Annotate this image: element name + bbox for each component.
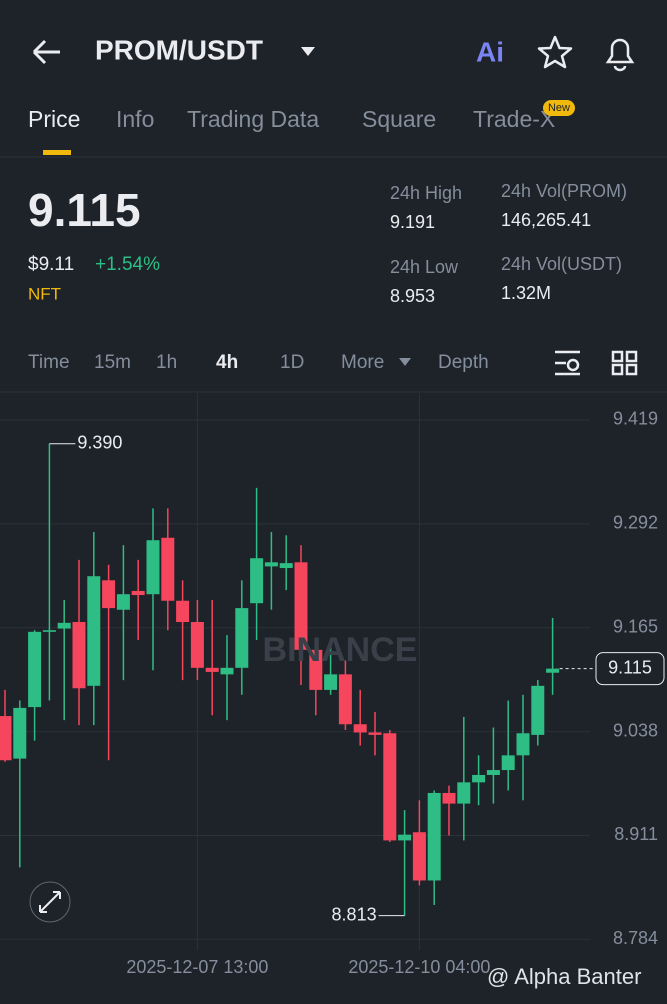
candle-body	[42, 630, 56, 632]
candle-body	[264, 562, 278, 567]
favorite-button[interactable]	[537, 35, 573, 69]
tag[interactable]: NFT	[28, 284, 61, 303]
layout-button[interactable]	[611, 350, 638, 376]
candle-body	[146, 540, 160, 595]
last-price-box	[595, 652, 665, 686]
stat-value: 1.32M	[501, 283, 551, 303]
stat-value: 146,265.41	[501, 210, 591, 230]
interval[interactable]: More	[341, 352, 384, 373]
y-tick-label: 9.165	[613, 616, 658, 636]
candle-body	[546, 668, 560, 673]
candle-body	[205, 667, 219, 672]
candle-body	[501, 755, 515, 771]
candle-body	[131, 590, 145, 596]
y-tick-label: 9.038	[613, 720, 658, 740]
candle-body	[398, 834, 412, 841]
candle-body	[87, 576, 101, 686]
x-tick-label: 2025-12-10 04:00	[348, 957, 490, 977]
candle-body	[57, 622, 71, 629]
candle-body	[220, 667, 234, 675]
candle-body	[161, 537, 175, 601]
candle-body	[28, 631, 42, 708]
indicator-button[interactable]	[555, 350, 580, 376]
tab-indicator	[43, 150, 71, 155]
tab[interactable]: Square	[362, 106, 436, 132]
stat-label: 24h High	[390, 183, 462, 203]
candle-body	[338, 674, 352, 725]
candle-body	[516, 733, 530, 756]
tab[interactable]: Trading Data	[187, 106, 319, 132]
tab[interactable]: Price	[28, 106, 80, 132]
stat-label: 24h Vol(USDT)	[501, 254, 622, 274]
candle-body	[102, 580, 116, 609]
interval[interactable]: 4h	[216, 352, 238, 373]
candle-body	[116, 594, 130, 610]
candle-body	[412, 832, 426, 881]
candle-body	[353, 724, 367, 733]
back-button[interactable]	[32, 39, 60, 65]
candle-body	[279, 563, 293, 569]
interval[interactable]: Time	[28, 352, 70, 373]
y-tick-label: 8.784	[613, 928, 658, 948]
interval[interactable]: 1h	[156, 352, 177, 373]
candle-body	[531, 685, 545, 735]
credit: @ Alpha Banter	[487, 964, 641, 989]
candle-body	[457, 782, 471, 804]
high-label: 9.390	[77, 432, 122, 452]
badge-bg	[543, 100, 575, 116]
stat-label: 24h Vol(PROM)	[501, 181, 627, 201]
expand-icon	[39, 891, 61, 913]
more-dropdown[interactable]	[399, 358, 411, 366]
candle-body	[309, 649, 323, 690]
candle-body	[383, 733, 397, 841]
change: +1.54%	[95, 254, 160, 275]
indicator-icon	[566, 358, 580, 372]
y-tick-label: 9.419	[613, 409, 658, 429]
candle-body	[0, 716, 12, 761]
candle-body	[442, 792, 456, 804]
x-tick-label: 2025-12-07 13:00	[126, 957, 268, 977]
candle-body	[294, 562, 308, 650]
candle-body	[324, 674, 338, 690]
interval[interactable]: 1D	[280, 352, 304, 373]
candle-body	[190, 622, 204, 668]
pair-title[interactable]: PROM/USDT	[95, 34, 263, 65]
candle-body	[486, 770, 500, 775]
interval[interactable]: Depth	[438, 352, 489, 373]
ai-button[interactable]: Ai	[476, 36, 504, 67]
pair-dropdown[interactable]	[301, 47, 315, 56]
last-price-label: 9.115	[608, 657, 652, 677]
chart: 9.419 9.292 9.165 9.038 8.911 8.784 2025-12-07…	[0, 393, 665, 977]
interval[interactable]: 15m	[94, 352, 131, 373]
candle-body	[427, 792, 441, 881]
alert-button[interactable]	[605, 38, 635, 72]
y-tick-label: 8.911	[614, 824, 658, 844]
candle-body	[13, 707, 27, 759]
candle-body	[235, 608, 249, 668]
candle-body	[176, 600, 190, 623]
new-badge: New	[548, 102, 570, 114]
candle-body	[72, 622, 86, 689]
stat-value: 9.191	[390, 212, 435, 232]
watermark: BINANCE	[263, 631, 418, 669]
candle-body	[472, 774, 486, 783]
y-tick-label: 9.292	[613, 513, 658, 533]
tab[interactable]: Info	[116, 106, 154, 132]
stat-value: 8.953	[390, 286, 435, 306]
low-label: 8.813	[332, 904, 377, 924]
last-price: 9.115	[28, 184, 141, 236]
tab[interactable]: Trade-X	[473, 106, 555, 132]
candle-body	[368, 732, 382, 735]
stat-label: 24h Low	[390, 257, 459, 277]
usd-price: $9.11	[28, 254, 74, 275]
candle-body	[250, 558, 264, 604]
